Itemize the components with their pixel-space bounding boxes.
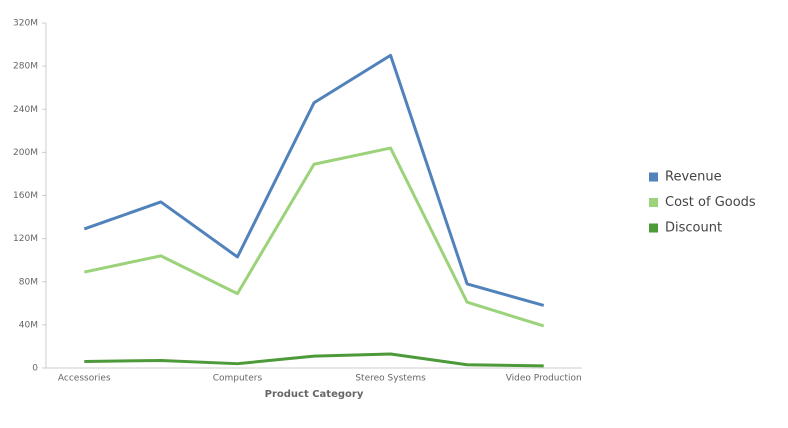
legend-swatch	[649, 223, 658, 233]
series-line	[83, 146, 545, 328]
legend-label: Discount	[665, 221, 722, 236]
y-tick-label: 40M	[19, 320, 38, 330]
series-line	[84, 352, 544, 368]
legend-label: Cost of Goods	[665, 195, 756, 210]
legend-swatch	[649, 198, 658, 207]
legend-label: Revenue	[665, 170, 722, 185]
y-tick-label: 320M	[13, 19, 38, 29]
y-tick-label: 120M	[13, 234, 38, 244]
y-tick-label: 80M	[19, 277, 38, 287]
x-tick-label: Stereo Systems	[355, 374, 426, 384]
x-tick-label: Video Production	[506, 374, 582, 384]
x-axis-title: Product Category	[265, 389, 364, 400]
y-tick-label: 280M	[13, 62, 38, 72]
x-tick-label: Computers	[213, 374, 263, 384]
y-tick-label: 200M	[13, 148, 38, 158]
y-tick-label: 240M	[13, 105, 38, 115]
x-tick-label: Accessories	[58, 374, 111, 384]
y-tick-label: 160M	[13, 191, 38, 201]
legend-swatch	[649, 172, 658, 182]
y-tick-label: 0	[32, 364, 38, 374]
series-line	[83, 53, 545, 307]
